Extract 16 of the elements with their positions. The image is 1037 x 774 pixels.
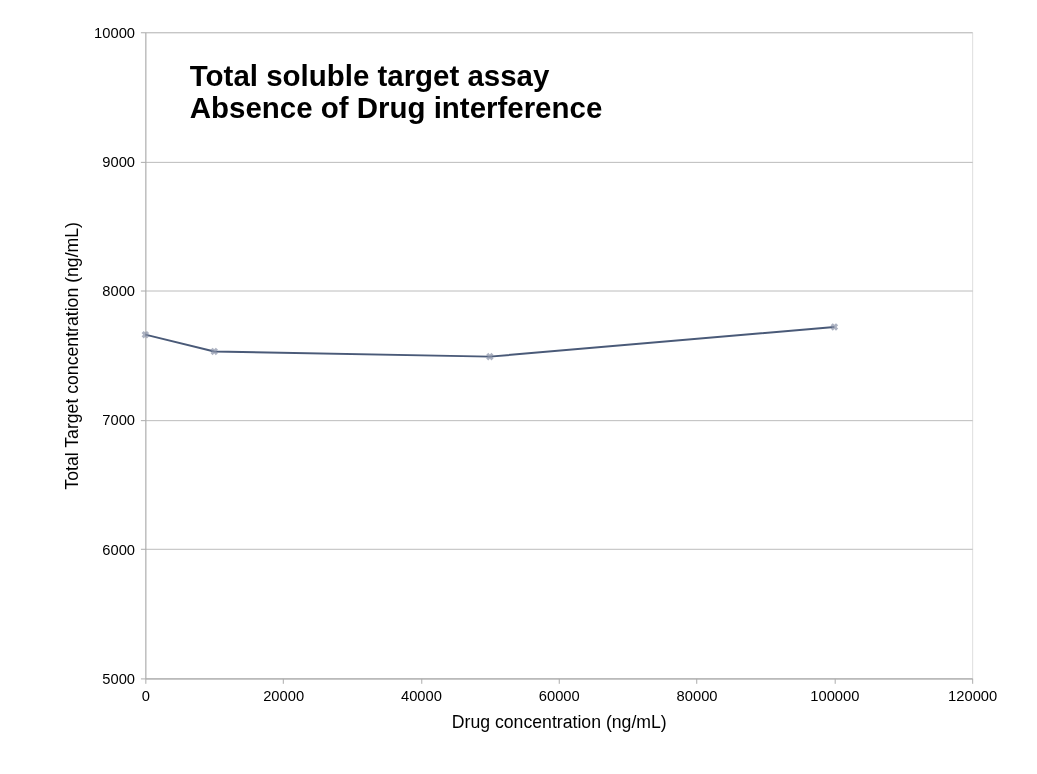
x-tick-label: 120000 xyxy=(948,688,998,705)
x-tick-label: 100000 xyxy=(810,688,860,705)
x-tick-label: 40000 xyxy=(400,688,442,705)
y-tick-label: 9000 xyxy=(102,153,136,170)
y-axis-title: Total Target concentration (ng/mL) xyxy=(62,222,83,490)
y-tick-label: 8000 xyxy=(102,283,136,300)
y-tick-label: 6000 xyxy=(102,541,136,558)
x-axis-title: Drug concentration (ng/mL) xyxy=(451,712,667,733)
text: Total soluble target assay xyxy=(189,59,550,93)
y-tick-label: 5000 xyxy=(102,670,136,687)
x-tick-label: 20000 xyxy=(263,688,305,705)
x-tick-label: 0 xyxy=(141,688,150,705)
y-tick-label: 10000 xyxy=(94,24,136,41)
y-tick-label: 7000 xyxy=(102,412,136,429)
x-tick-label: 80000 xyxy=(676,688,718,705)
x-tick-label: 60000 xyxy=(538,688,580,705)
